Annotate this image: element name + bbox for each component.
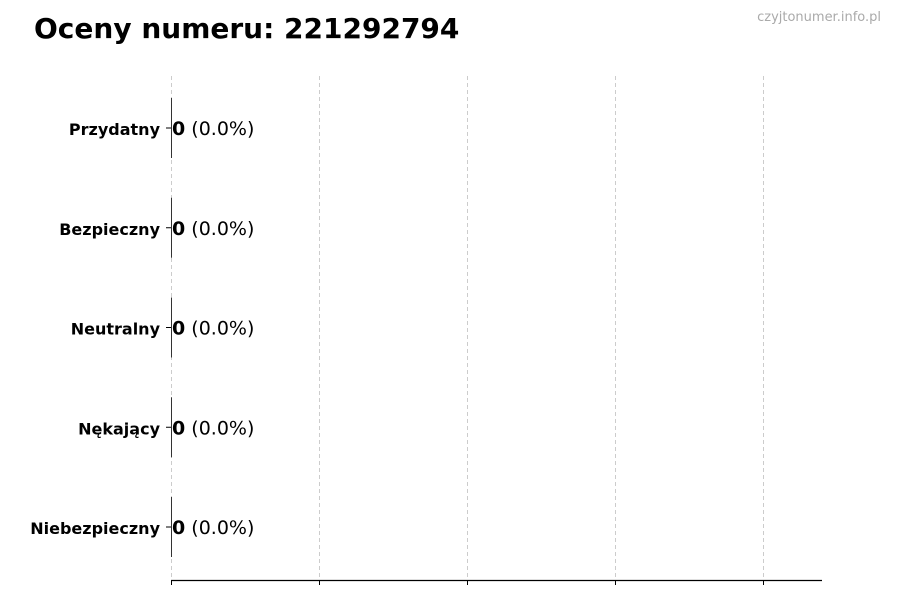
watermark: czyjtonumer.info.pl <box>757 10 881 25</box>
data-label-percent: (0.0%) <box>191 417 254 439</box>
chart-title: Oceny numeru: 221292794 <box>34 12 460 45</box>
category-label: Nękający <box>78 419 160 438</box>
category-label: Bezpieczny <box>59 220 160 239</box>
category-label: Przydatny <box>69 120 161 139</box>
data-label-percent: (0.0%) <box>191 118 254 140</box>
data-label: 0 (0.0%) <box>172 118 254 140</box>
bar <box>171 98 172 158</box>
data-label-count: 0 <box>172 517 185 539</box>
data-label-percent: (0.0%) <box>191 517 254 539</box>
data-label-count: 0 <box>172 318 185 340</box>
category-label: Neutralny <box>71 320 161 339</box>
bar <box>171 497 172 557</box>
bar <box>171 297 172 358</box>
data-label: 0 (0.0%) <box>172 417 254 439</box>
data-label: 0 (0.0%) <box>172 517 254 539</box>
bar <box>171 397 172 458</box>
data-label: 0 (0.0%) <box>172 218 254 240</box>
data-label-count: 0 <box>172 218 185 240</box>
data-label: 0 (0.0%) <box>172 318 254 340</box>
data-label-percent: (0.0%) <box>191 318 254 340</box>
category-label: Niebezpieczny <box>30 519 160 538</box>
data-label-count: 0 <box>172 417 185 439</box>
bar <box>171 197 172 258</box>
data-label-count: 0 <box>172 118 185 140</box>
data-label-percent: (0.0%) <box>191 218 254 240</box>
